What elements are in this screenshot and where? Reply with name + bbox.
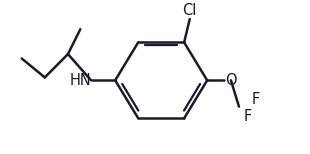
Text: O: O [225,73,237,88]
Text: F: F [252,92,260,107]
Text: F: F [244,109,252,124]
Text: Cl: Cl [183,3,197,18]
Text: HN: HN [69,73,91,88]
